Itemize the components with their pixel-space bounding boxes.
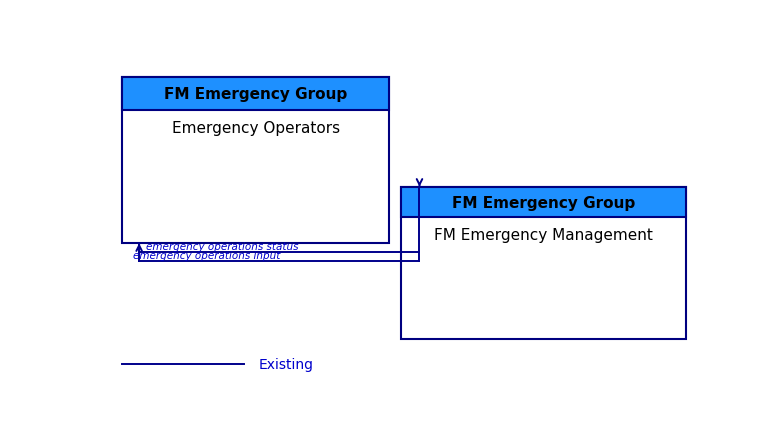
Text: Emergency Operators: Emergency Operators <box>171 121 340 136</box>
Text: Existing: Existing <box>258 357 314 372</box>
Text: FM Emergency Management: FM Emergency Management <box>435 228 653 243</box>
Bar <box>402 187 687 340</box>
Text: emergency operations input: emergency operations input <box>133 250 280 260</box>
Bar <box>122 78 389 111</box>
Bar <box>122 78 389 244</box>
Text: emergency operations status: emergency operations status <box>146 241 299 251</box>
Bar <box>402 187 687 218</box>
Text: FM Emergency Group: FM Emergency Group <box>164 87 348 102</box>
Text: FM Emergency Group: FM Emergency Group <box>453 195 636 210</box>
